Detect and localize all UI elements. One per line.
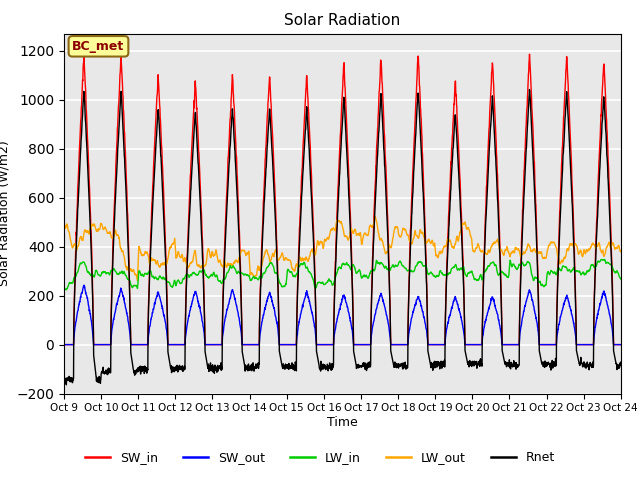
Title: Solar Radiation: Solar Radiation bbox=[284, 13, 401, 28]
X-axis label: Time: Time bbox=[327, 416, 358, 429]
Text: BC_met: BC_met bbox=[72, 40, 125, 53]
Y-axis label: Solar Radiation (W/m2): Solar Radiation (W/m2) bbox=[0, 141, 11, 287]
Legend: SW_in, SW_out, LW_in, LW_out, Rnet: SW_in, SW_out, LW_in, LW_out, Rnet bbox=[80, 446, 560, 469]
